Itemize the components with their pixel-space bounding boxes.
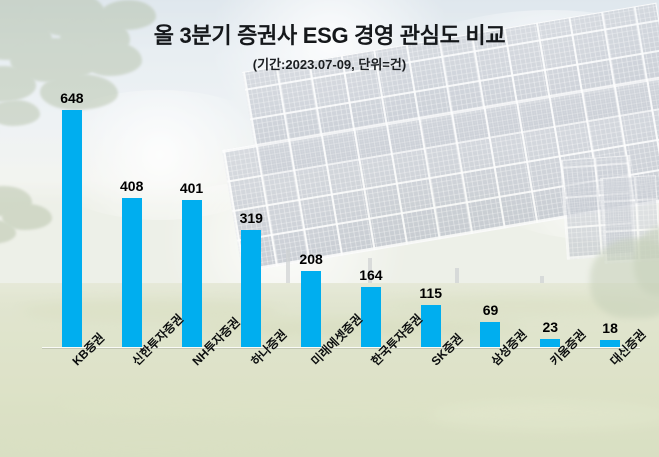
- bar: [122, 198, 142, 347]
- grass-streak: [60, 392, 580, 420]
- bar: [540, 339, 560, 347]
- bar: [600, 340, 620, 347]
- bar: [182, 200, 202, 347]
- bar-value-label: 648: [60, 90, 84, 106]
- grass-field: [0, 283, 659, 457]
- bar-value-label: 401: [179, 180, 204, 196]
- bar: [421, 305, 441, 347]
- chart-title: 올 3분기 증권사 ESG 경영 관심도 비교: [153, 23, 506, 48]
- x-axis-line: [42, 347, 640, 348]
- bar-value-label: 319: [239, 210, 263, 226]
- bar: [241, 230, 261, 347]
- bar-value-label: 69: [482, 302, 499, 318]
- grass-streak: [20, 300, 280, 322]
- grass-streak: [430, 400, 659, 430]
- bar-value-label: 18: [602, 320, 618, 336]
- bar: [62, 110, 82, 347]
- bar-value-label: 408: [120, 178, 144, 194]
- grass-streak: [0, 430, 300, 456]
- grass-streak: [380, 296, 650, 316]
- bar-value-label: 164: [359, 267, 383, 283]
- tree-canopy-secondary: [0, 186, 84, 266]
- bar-value-label: 115: [419, 285, 442, 301]
- tree-canopy: [0, 0, 200, 170]
- bar: [361, 287, 381, 347]
- bar: [301, 271, 321, 347]
- bar-value-label: 208: [299, 251, 323, 267]
- chart-subtitle: (기간:2023.07-09, 단위=건): [252, 57, 407, 72]
- bar: [480, 322, 500, 347]
- bar-value-label: 23: [542, 319, 559, 335]
